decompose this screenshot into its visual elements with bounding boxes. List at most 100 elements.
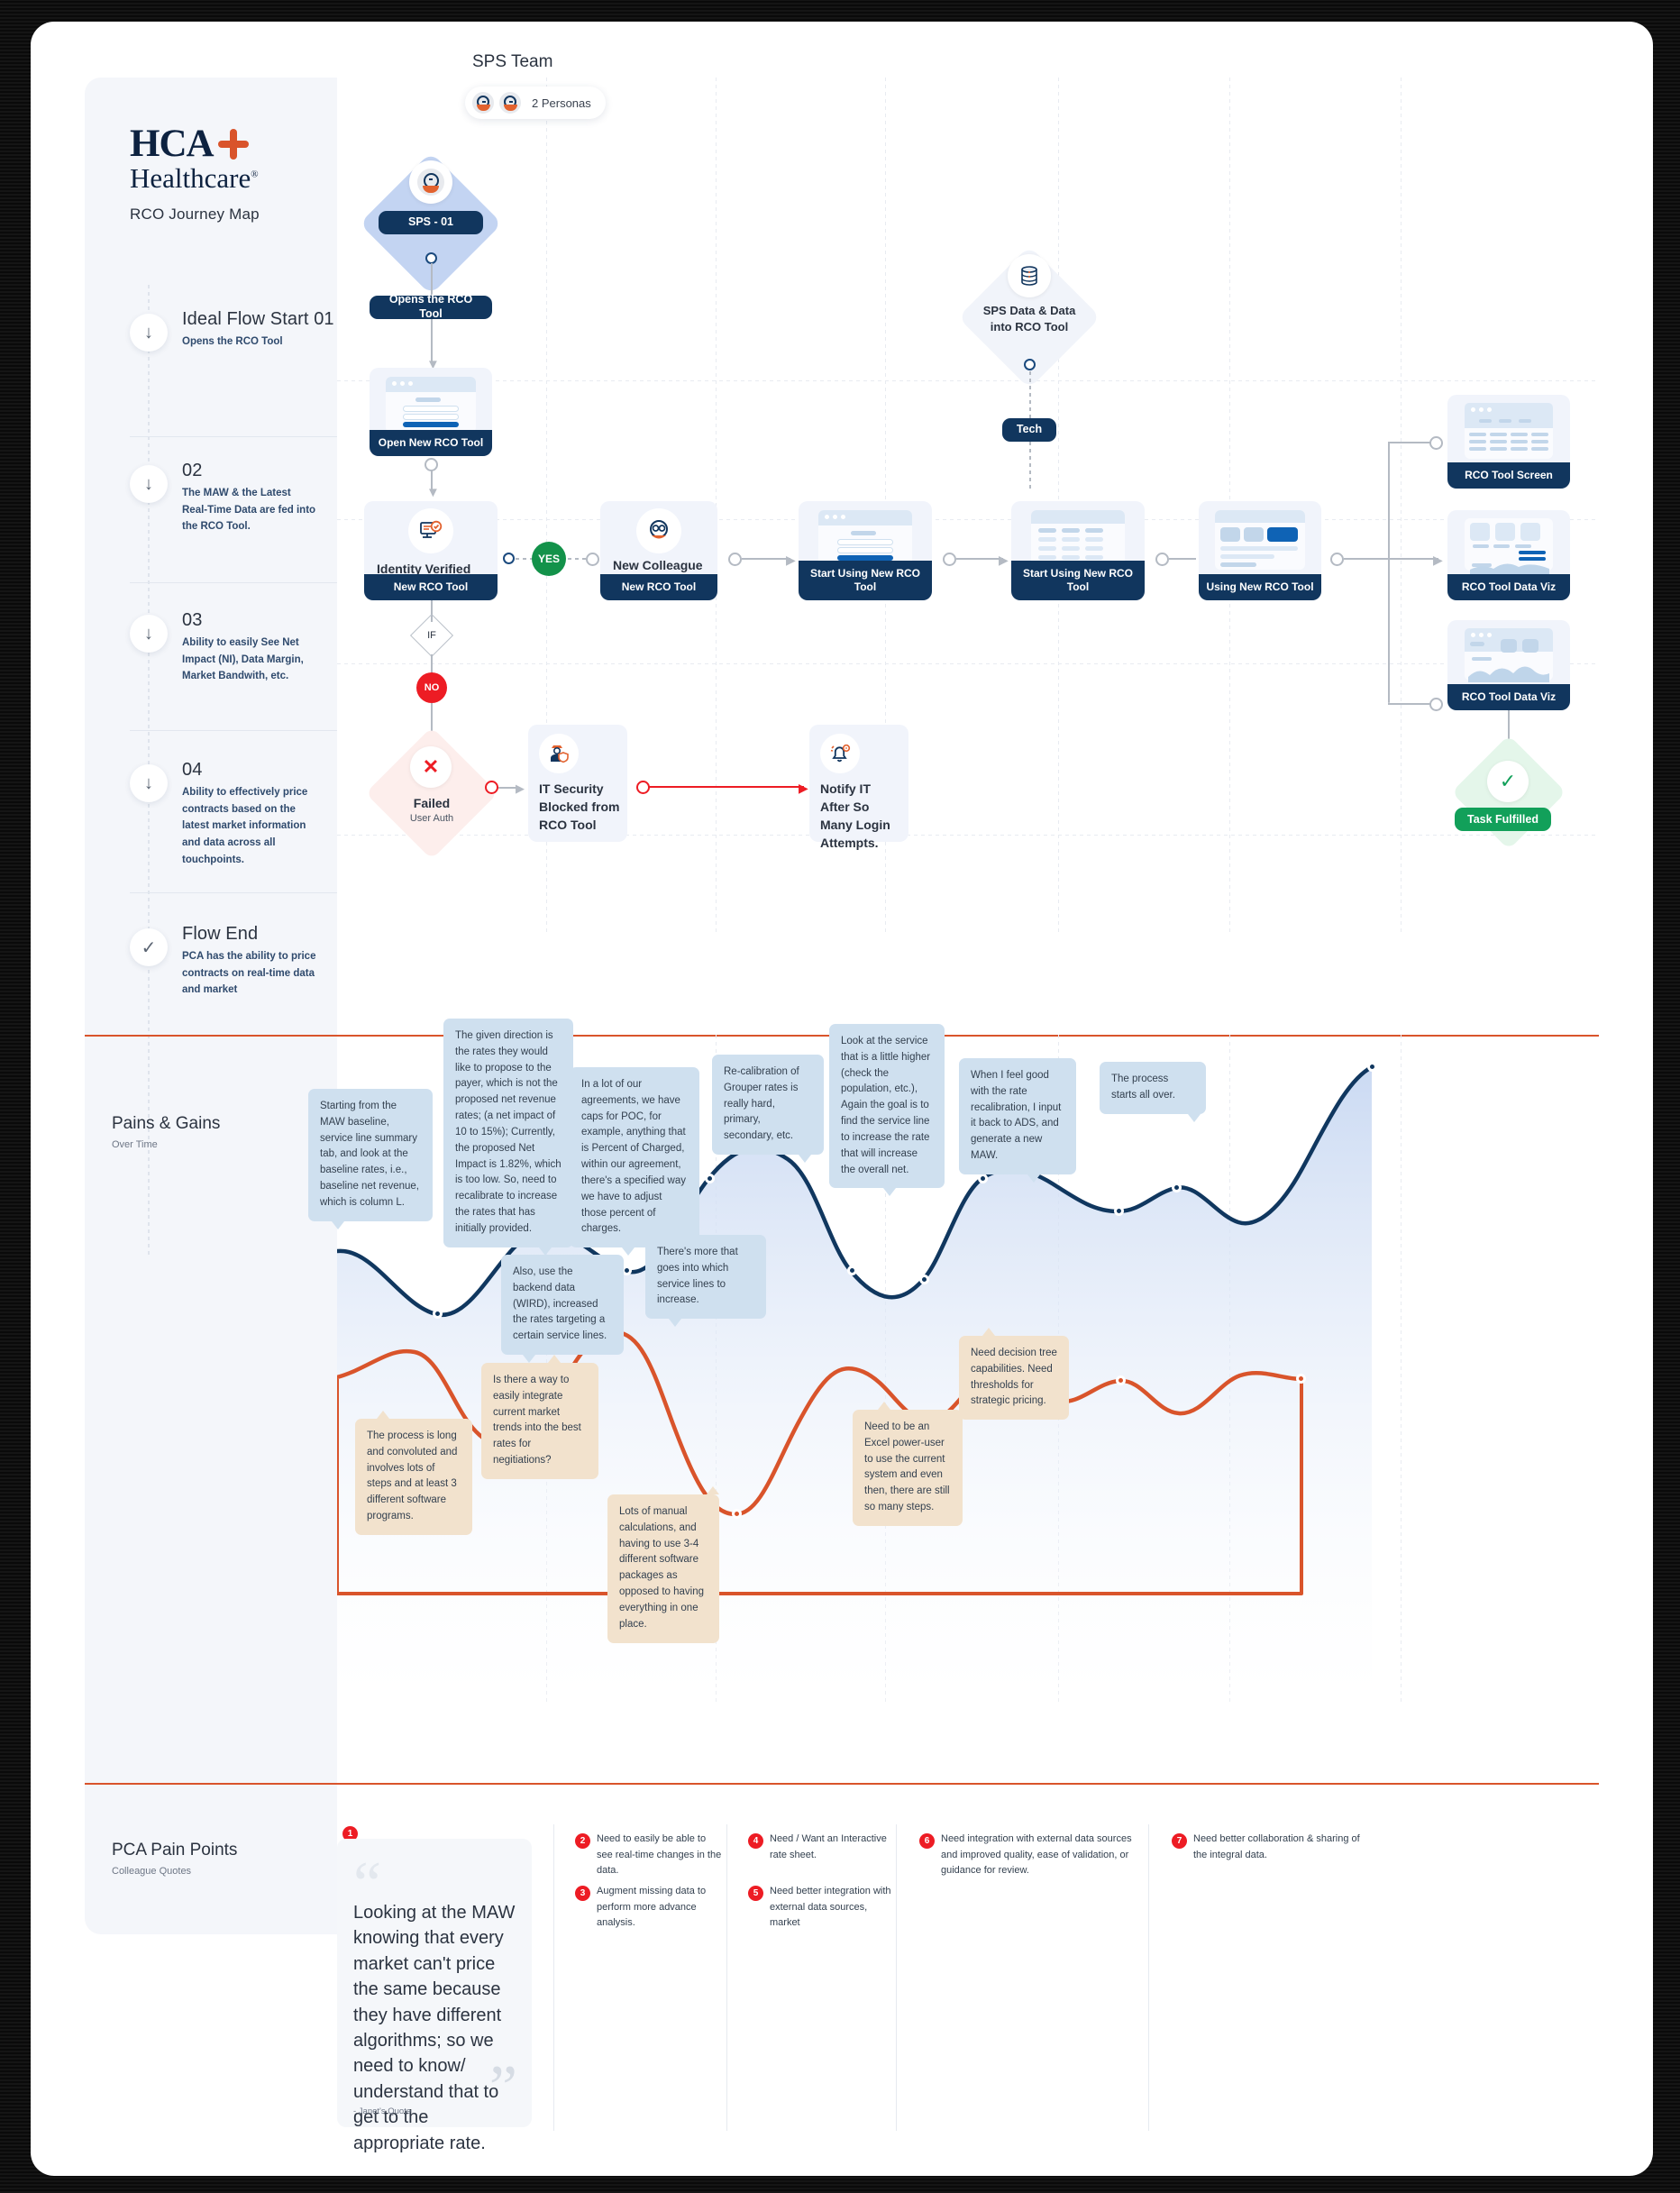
data-point — [978, 1174, 988, 1183]
data-point — [1367, 1062, 1377, 1072]
notify-it-card[interactable]: Notify IT After So Many Login Attempts. — [809, 725, 908, 850]
quote-close-icon: ” — [488, 2053, 517, 2123]
connector-line — [431, 600, 433, 622]
pain-point-text: Need better integration with external da… — [770, 1886, 891, 1929]
callout-text: When I feel good with the rate recalibra… — [971, 1070, 1062, 1162]
rail-step-desc: Ability to easily See Net Impact (NI), D… — [182, 637, 304, 682]
gain-callout[interactable]: There's more that goes into which servic… — [645, 1235, 766, 1328]
arrow-down-icon: ↓ — [130, 615, 168, 653]
connector-line — [956, 558, 1003, 560]
section-divider — [85, 1783, 1599, 1785]
quote-open-icon: “ — [353, 1850, 382, 1919]
start-using-rco-label-1: Start Using New RCO Tool — [799, 561, 932, 600]
rco-tool-dataviz-card-1[interactable]: RCO Tool Data Viz — [1447, 510, 1570, 600]
it-security-card[interactable]: IT Security Blocked from RCO Tool — [528, 725, 627, 842]
gain-callout[interactable]: Starting from the MAW baseline, service … — [308, 1089, 433, 1229]
pain-points-subtitle: Colleague Quotes — [112, 1866, 192, 1877]
pain-point-number: 4 — [748, 1833, 763, 1849]
pain-points-grid: 1 “ Looking at the MAW knowing that ever… — [337, 1824, 1599, 2153]
connector-line — [431, 319, 433, 362]
pain-point-text: Need / Want an Interactive rate sheet. — [770, 1833, 887, 1860]
identity-verified-card[interactable]: Identity Verified New RCO Tool — [364, 501, 498, 600]
personas-badge[interactable]: 2 Personas — [465, 87, 606, 119]
arrow-right-icon: ▶ — [516, 781, 525, 795]
gain-callout[interactable]: In a lot of our agreements, we have caps… — [570, 1067, 699, 1256]
arrow-right-icon: ▶ — [799, 781, 808, 795]
logo-healthcare-text: Healthcare — [130, 162, 251, 194]
rco-tool-dataviz-label-1: RCO Tool Data Viz — [1447, 574, 1570, 600]
data-point — [1296, 1374, 1306, 1384]
sps-team-title: SPS Team — [472, 52, 553, 71]
connector-dashed — [1029, 442, 1031, 492]
pain-callout[interactable]: Need decision tree capabilities. Need th… — [959, 1328, 1069, 1421]
pains-gains-subtitle: Over Time — [112, 1139, 158, 1150]
no-badge: NO — [416, 672, 447, 703]
rco-tool-dataviz-label-2: RCO Tool Data Viz — [1447, 684, 1570, 710]
arrow-right-icon: ▶ — [786, 553, 796, 567]
gain-callout[interactable]: Re-calibration of Grouper rates is reall… — [712, 1055, 824, 1164]
rail-step-desc: Opens the RCO Tool — [182, 336, 283, 347]
branch-line — [1388, 558, 1438, 560]
tech-node[interactable]: Tech — [1002, 418, 1056, 442]
hca-logo: HCA Healthcare® RCO Journey Map — [130, 124, 283, 224]
notify-it-label: Notify IT After So Many Login Attempts. — [820, 781, 890, 850]
pain-callout[interactable]: The process is long and convoluted and i… — [355, 1411, 472, 1535]
gain-callout[interactable]: The process starts all over. — [1100, 1062, 1206, 1122]
connector-line — [1169, 558, 1196, 560]
rail-step-title: Flow End — [182, 924, 259, 944]
gain-callout[interactable]: When I feel good with the rate recalibra… — [959, 1058, 1076, 1183]
new-colleague-card[interactable]: New Colleague Onboarding New RCO Tool — [600, 501, 717, 600]
rco-tool-screen-card[interactable]: RCO Tool Screen — [1447, 395, 1570, 489]
callout-text: In a lot of our agreements, we have caps… — [581, 1079, 686, 1235]
connector-dashed — [1029, 371, 1031, 418]
persona-icon — [470, 90, 496, 115]
rail-divider — [130, 892, 337, 893]
connector-line — [431, 263, 433, 296]
close-icon: ✕ — [410, 746, 452, 788]
connector-dot — [586, 553, 599, 566]
rco-tool-dataviz-card-2[interactable]: RCO Tool Data Viz — [1447, 620, 1570, 710]
pain-point-text: Need integration with external data sour… — [941, 1833, 1132, 1877]
rail-step-desc: The MAW & the Latest Real-Time Data are … — [182, 488, 316, 533]
if-decision-diamond[interactable]: IF — [409, 613, 454, 658]
open-new-rco-card[interactable]: Open New RCO Tool — [370, 368, 492, 456]
data-point — [847, 1266, 857, 1275]
opens-rco-tool-node[interactable]: Opens the RCO Tool — [370, 293, 492, 320]
start-using-rco-card-2[interactable]: Start Using New RCO Tool — [1011, 501, 1145, 600]
identity-verified-badge: New RCO Tool — [364, 574, 498, 600]
it-security-label: IT Security Blocked from RCO Tool — [539, 781, 620, 832]
pain-callout[interactable]: Need to be an Excel power-user to use th… — [853, 1402, 963, 1526]
gain-callout[interactable]: Look at the service that is a little hig… — [829, 1024, 945, 1197]
grid-line — [546, 78, 547, 934]
sps-data-label: SPS Data & Data into RCO Tool — [982, 304, 1076, 334]
pain-callout[interactable]: Lots of manual calculations, and having … — [607, 1486, 719, 1643]
rail-step-title: 02 — [182, 461, 203, 480]
check-icon: ✓ — [130, 928, 168, 966]
pain-callout[interactable]: Is there a way to easily integrate curre… — [481, 1355, 598, 1479]
registered-icon: ® — [251, 169, 259, 180]
page-title: RCO Journey Map — [130, 205, 260, 223]
connector-dot — [485, 781, 498, 794]
connector-dot — [503, 553, 515, 564]
failed-sublabel: User Auth — [409, 813, 454, 824]
rail-step-desc: PCA has the ability to price contracts o… — [182, 951, 316, 996]
quote-text: Looking at the MAW knowing that every ma… — [353, 1903, 516, 2153]
callout-text: Lots of manual calculations, and having … — [619, 1506, 704, 1630]
start-node-label[interactable]: SPS - 01 — [379, 211, 483, 234]
failed-label: Failed — [413, 796, 451, 810]
gain-callout[interactable]: Also, use the backend data (WIRD), incre… — [501, 1255, 624, 1364]
quote-card[interactable]: “ Looking at the MAW knowing that every … — [337, 1839, 532, 2153]
connector-dot — [728, 553, 742, 566]
using-new-rco-label: Using New RCO Tool — [1199, 574, 1321, 600]
connector-line — [742, 558, 790, 560]
column-divider — [1148, 1824, 1149, 2131]
open-new-rco-label: Open New RCO Tool — [370, 430, 492, 456]
connector-dot — [636, 781, 650, 794]
start-using-rco-card-1[interactable]: Start Using New RCO Tool — [799, 501, 932, 600]
using-new-rco-card[interactable]: Using New RCO Tool — [1199, 501, 1321, 600]
connector-dot — [943, 553, 956, 566]
branch-line — [1388, 703, 1433, 705]
pain-point-number: 3 — [575, 1886, 590, 1901]
gain-callout[interactable]: The given direction is the rates they wo… — [443, 1019, 573, 1256]
callout-text: Need to be an Excel power-user to use th… — [864, 1421, 950, 1513]
